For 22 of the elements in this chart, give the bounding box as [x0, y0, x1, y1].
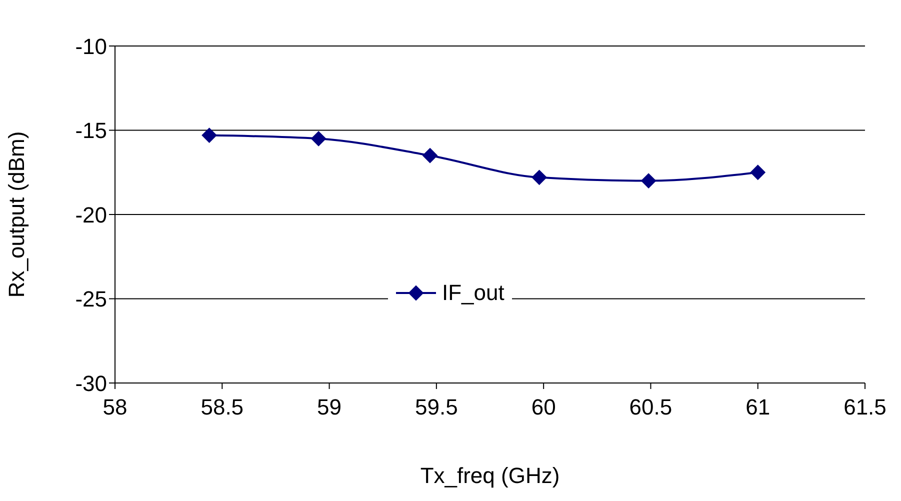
x-tick-label: 58.5	[200, 394, 244, 420]
x-tick-label: 59	[317, 394, 342, 420]
x-tick-label: 59.5	[415, 394, 458, 420]
point	[311, 131, 326, 146]
y-tick-label: -25	[75, 286, 107, 312]
legend-label: IF_out	[442, 280, 504, 306]
x-axis-title: Tx_freq (GHz)	[420, 463, 560, 488]
y-tick-label: -30	[75, 370, 107, 396]
x-tick-label: 58	[102, 394, 128, 420]
point	[422, 148, 438, 164]
x-tick-label: 60	[531, 394, 556, 420]
point	[532, 170, 547, 185]
x-tick-label: 60.5	[629, 394, 672, 420]
y-axis-title: Rx_output (dBm)	[4, 131, 29, 298]
y-tick-label: -10	[75, 34, 107, 59]
y-tick-label: -15	[75, 118, 107, 144]
y-tick-label: -20	[75, 202, 107, 228]
x-tick-label: 61.5	[844, 394, 886, 420]
point	[641, 173, 656, 188]
point	[202, 128, 217, 143]
x-tick-label: 61	[746, 394, 770, 420]
point	[750, 164, 766, 180]
